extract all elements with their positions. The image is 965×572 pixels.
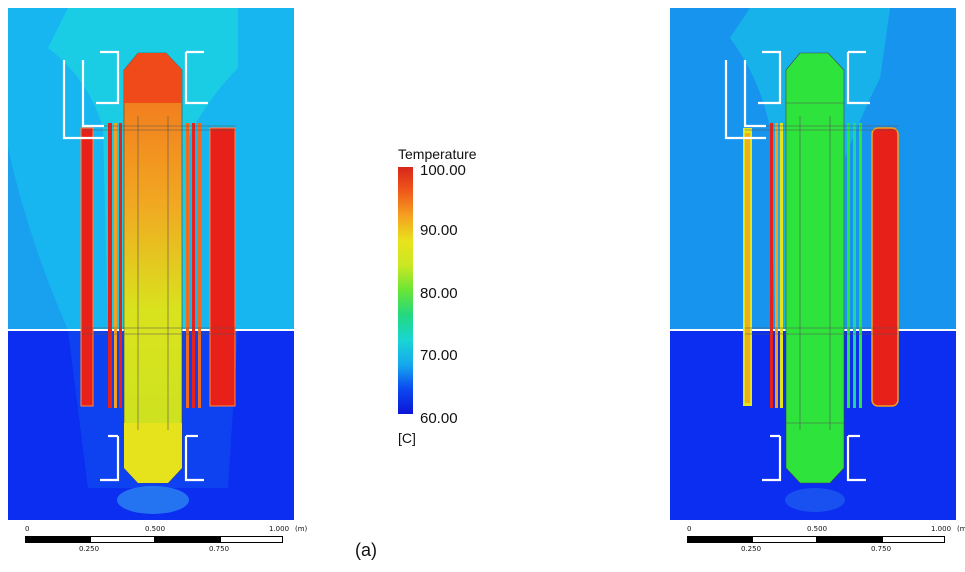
tube-bundle-left	[770, 123, 783, 408]
scale-bar-left: 0 0.500 1.000 (m) 0.250 0.750	[22, 525, 307, 553]
scale-label-0250: 0.250	[79, 545, 100, 553]
scale-unit: (m)	[957, 525, 965, 533]
legend-unit: [C]	[398, 430, 416, 446]
column-top-cap	[124, 53, 182, 103]
temperature-contour-right	[670, 8, 956, 520]
cool-air-zone	[8, 148, 68, 330]
legend-title: Temperature	[398, 146, 477, 162]
tube-bundle-left	[108, 123, 122, 408]
scale-label-0: 0	[687, 525, 692, 533]
right-heater-block	[871, 127, 899, 407]
column-inner-lines	[745, 102, 898, 430]
scale-unit: (m)	[295, 525, 308, 533]
legend-color-bar	[398, 167, 413, 414]
legend-tick-100: 100.00	[420, 162, 466, 179]
scale-label-0500: 0.500	[145, 525, 166, 533]
scale-label-0750: 0.750	[209, 545, 230, 553]
bottom-plume	[117, 486, 189, 514]
scale-label-0500: 0.500	[807, 525, 828, 533]
scale-label-0: 0	[25, 525, 30, 533]
left-heater-block	[80, 127, 94, 407]
scale-bar-right: 0 0.500 1.000 (m) 0.250 0.750	[684, 525, 965, 553]
contour-panel-left	[8, 8, 294, 520]
scale-label-0750: 0.750	[871, 545, 892, 553]
right-heater-block	[209, 127, 236, 407]
column-inner-lines	[83, 116, 236, 430]
bottom-plume	[785, 488, 845, 512]
legend-tick-90: 90.00	[420, 222, 458, 239]
legend-tick-80: 80.00	[420, 285, 458, 302]
support-brackets	[724, 50, 870, 482]
central-column	[123, 52, 183, 484]
scale-label-1000: 1.000	[931, 525, 952, 533]
contour-panel-right	[670, 8, 956, 520]
figure-caption: (a)	[355, 540, 377, 560]
central-column	[785, 52, 845, 484]
tube-bundle-right	[847, 123, 862, 408]
legend-tick-70: 70.00	[420, 347, 458, 364]
column-bottom-cap	[124, 423, 182, 483]
legend-tick-60: 60.00	[420, 410, 458, 427]
tube-bundle-right	[186, 123, 201, 408]
scale-label-0250: 0.250	[741, 545, 762, 553]
support-brackets	[62, 50, 208, 482]
scale-label-1000: 1.000	[269, 525, 290, 533]
temperature-contour-left	[8, 8, 294, 520]
color-legend: Temperature 100.00 90.00 80.00 70.00 60.…	[398, 146, 508, 456]
